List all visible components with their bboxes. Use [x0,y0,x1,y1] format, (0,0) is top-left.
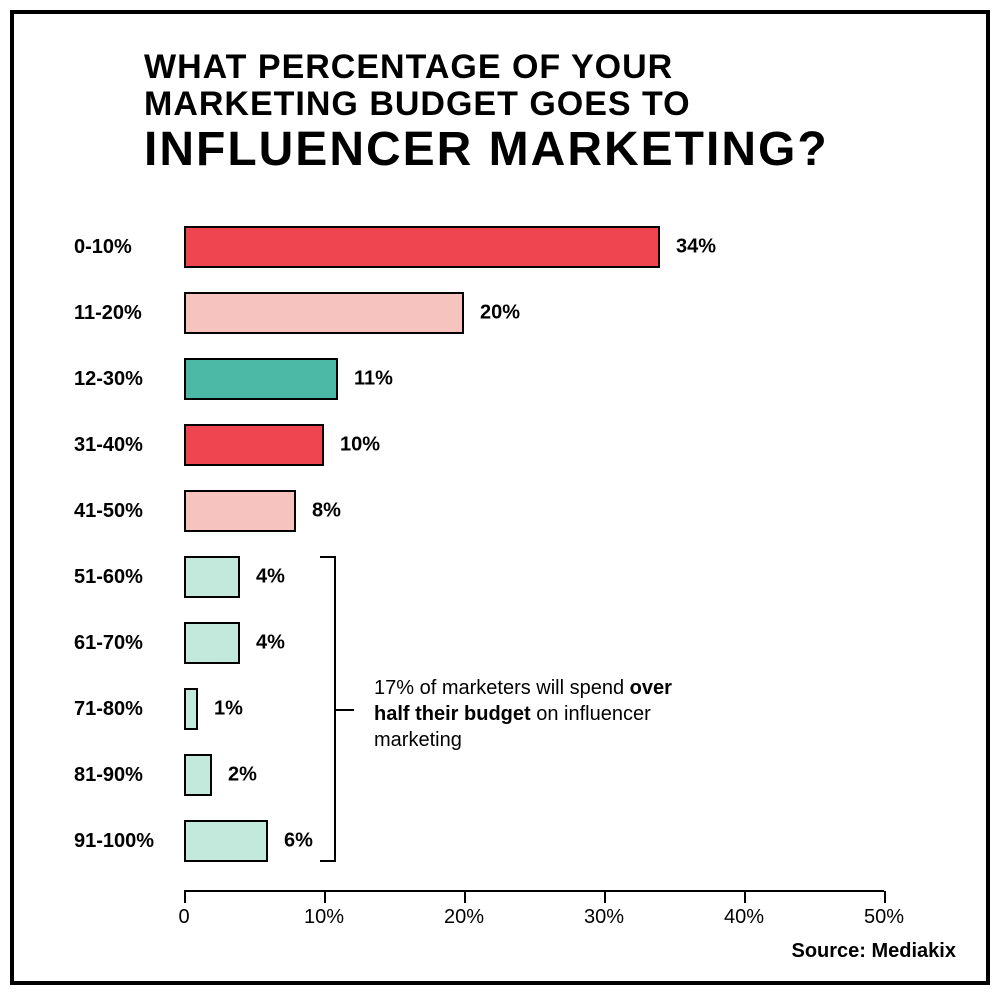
bar [184,688,198,730]
value-label: 8% [312,500,341,523]
bar [184,358,338,400]
x-tick [184,891,186,903]
x-tick-label: 20% [444,906,484,929]
x-tick-label: 40% [724,906,764,929]
annotation-bracket-connector [334,709,354,711]
bar [184,292,464,334]
bar-row: 51-60% 4% [74,554,944,600]
category-label: 91-100% [74,830,184,853]
annotation-prefix: 17% of marketers will spend [374,677,630,699]
category-label: 51-60% [74,566,184,589]
bar-track: 4% [184,554,944,600]
x-tick-label: 10% [304,906,344,929]
bar-track: 2% [184,752,944,798]
value-label: 10% [340,434,380,457]
chart-frame: WHAT PERCENTAGE OF YOUR MARKETING BUDGET… [10,10,990,985]
bar-row: 11-20% 20% [74,290,944,336]
category-label: 31-40% [74,434,184,457]
bar-track: 8% [184,488,944,534]
bar-row: 0-10% 34% [74,224,944,270]
bar-track: 10% [184,422,944,468]
value-label: 11% [354,368,393,391]
title-line-3: INFLUENCER MARKETING? [144,124,884,177]
category-label: 61-70% [74,632,184,655]
category-label: 41-50% [74,500,184,523]
bar-row: 41-50% 8% [74,488,944,534]
source-attribution: Source: Mediakix [791,940,956,963]
x-tick [884,891,886,903]
x-tick [324,891,326,903]
bar-row: 31-40% 10% [74,422,944,468]
value-label: 2% [228,764,257,787]
bar [184,622,240,664]
bar [184,226,660,268]
bar-track: 11% [184,356,944,402]
annotation-text: 17% of marketers will spend over half th… [374,675,694,753]
bar [184,820,268,862]
category-label: 11-20% [74,302,184,325]
value-label: 34% [676,236,716,259]
value-label: 20% [480,302,520,325]
x-tick [604,891,606,903]
bar [184,490,296,532]
bar-track: 20% [184,290,944,336]
x-tick-label: 0 [178,906,189,929]
category-label: 0-10% [74,236,184,259]
bar-row: 61-70% 4% [74,620,944,666]
bar-chart: 0-10% 34% 11-20% 20% 12-30% 11% 31-40% [74,224,944,884]
title-line-2: MARKETING BUDGET GOES TO [144,86,884,123]
bar [184,754,212,796]
value-label: 4% [256,566,285,589]
x-tick-label: 30% [584,906,624,929]
x-tick-label: 50% [864,906,904,929]
value-label: 6% [284,830,313,853]
category-label: 12-30% [74,368,184,391]
bar-row: 12-30% 11% [74,356,944,402]
category-label: 81-90% [74,764,184,787]
bar-track: 4% [184,620,944,666]
value-label: 4% [256,632,285,655]
bar-track: 34% [184,224,944,270]
x-tick [744,891,746,903]
category-label: 71-80% [74,698,184,721]
x-tick [464,891,466,903]
bar-row: 91-100% 6% [74,818,944,864]
title-line-1: WHAT PERCENTAGE OF YOUR [144,49,884,86]
bar [184,424,324,466]
bar [184,556,240,598]
x-axis: 010%20%30%40%50% [184,890,884,892]
value-label: 1% [214,698,243,721]
bar-track: 6% [184,818,944,864]
bar-row: 81-90% 2% [74,752,944,798]
chart-title: WHAT PERCENTAGE OF YOUR MARKETING BUDGET… [144,49,884,177]
